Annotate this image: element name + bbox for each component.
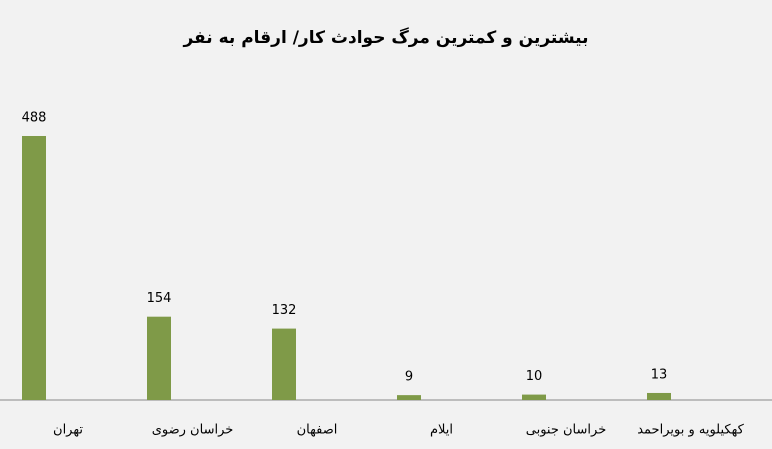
x-tick-label: تهران xyxy=(53,423,83,438)
data-label: 13 xyxy=(651,367,668,382)
bar xyxy=(147,316,171,400)
bar xyxy=(647,392,671,400)
data-label: 154 xyxy=(147,291,172,306)
x-tick-label: خراسان جنوبی xyxy=(526,423,606,438)
x-tick-label: خراسان رضوی xyxy=(152,423,234,438)
bar xyxy=(22,135,46,400)
bar xyxy=(272,328,296,400)
data-label: 9 xyxy=(405,370,413,385)
data-label: 488 xyxy=(22,110,47,125)
bar xyxy=(522,394,546,400)
x-tick-label: کهکیلویه و بویراحمد xyxy=(637,423,744,438)
x-tick-label: اصفهان xyxy=(297,423,338,438)
data-label: 132 xyxy=(272,303,297,318)
x-tick-label: ایلام xyxy=(430,423,453,438)
data-label: 10 xyxy=(526,369,543,384)
bar xyxy=(397,395,421,400)
chart-title: بیشترین و کمترین مرگ حوادث کار/ ارقام به… xyxy=(182,28,588,48)
